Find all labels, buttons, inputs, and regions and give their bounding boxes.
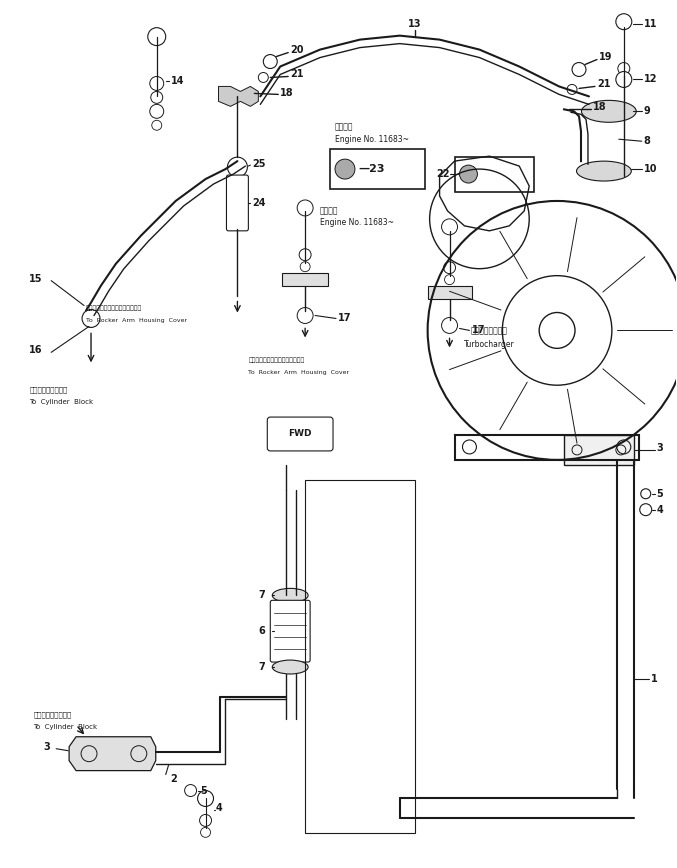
Text: ターボチャージャ: ターボチャージャ bbox=[471, 326, 508, 335]
Bar bbox=[564, 435, 634, 465]
Text: 13: 13 bbox=[408, 19, 422, 29]
Text: 7: 7 bbox=[259, 662, 265, 672]
Text: 4: 4 bbox=[215, 804, 222, 813]
Text: 24: 24 bbox=[253, 198, 266, 208]
Text: 21: 21 bbox=[597, 80, 611, 89]
Circle shape bbox=[297, 200, 313, 216]
Circle shape bbox=[151, 91, 162, 103]
Circle shape bbox=[300, 262, 310, 272]
Text: 15: 15 bbox=[29, 273, 43, 284]
Text: ロッカアームハウジングカバーへ: ロッカアームハウジングカバーへ bbox=[86, 306, 142, 312]
Text: 16: 16 bbox=[29, 345, 43, 355]
Text: 適用号機: 適用号機 bbox=[320, 207, 338, 215]
Circle shape bbox=[150, 76, 164, 90]
Text: 3: 3 bbox=[43, 742, 50, 752]
Circle shape bbox=[259, 73, 268, 82]
Text: 12: 12 bbox=[644, 75, 657, 84]
Text: 18: 18 bbox=[593, 102, 607, 112]
Circle shape bbox=[200, 814, 211, 826]
Circle shape bbox=[263, 55, 278, 69]
FancyBboxPatch shape bbox=[227, 175, 248, 231]
Text: 4: 4 bbox=[657, 504, 663, 515]
Text: 17: 17 bbox=[471, 326, 485, 335]
Text: To  Rocker  Arm  Housing  Cover: To Rocker Arm Housing Cover bbox=[86, 318, 187, 323]
Circle shape bbox=[572, 62, 586, 76]
Ellipse shape bbox=[577, 161, 631, 181]
Ellipse shape bbox=[272, 660, 308, 674]
Circle shape bbox=[297, 307, 313, 324]
Circle shape bbox=[640, 489, 651, 499]
Text: To  Rocker  Arm  Housing  Cover: To Rocker Arm Housing Cover bbox=[248, 370, 349, 375]
Text: 10: 10 bbox=[644, 164, 657, 174]
Text: 22: 22 bbox=[437, 169, 450, 179]
Text: 9: 9 bbox=[644, 106, 651, 116]
Circle shape bbox=[616, 14, 632, 30]
Text: Engine No. 11683~: Engine No. 11683~ bbox=[320, 219, 394, 227]
Circle shape bbox=[335, 159, 355, 179]
Circle shape bbox=[618, 62, 630, 75]
Ellipse shape bbox=[582, 101, 636, 122]
Text: 適用号機: 適用号機 bbox=[335, 122, 353, 132]
Circle shape bbox=[82, 310, 100, 327]
Text: 17: 17 bbox=[338, 313, 351, 324]
Polygon shape bbox=[282, 273, 328, 286]
Circle shape bbox=[200, 827, 211, 838]
Text: FWD: FWD bbox=[288, 430, 312, 438]
Text: 18: 18 bbox=[280, 89, 294, 98]
Circle shape bbox=[460, 165, 477, 183]
Circle shape bbox=[227, 157, 247, 177]
Circle shape bbox=[441, 318, 458, 333]
Text: 14: 14 bbox=[171, 76, 184, 87]
Text: 7: 7 bbox=[259, 590, 265, 601]
Circle shape bbox=[152, 121, 162, 130]
Text: Engine No. 11683~: Engine No. 11683~ bbox=[335, 135, 409, 144]
Ellipse shape bbox=[272, 589, 308, 602]
Text: 2: 2 bbox=[171, 773, 177, 784]
Circle shape bbox=[299, 249, 311, 260]
Text: シリンダブロックへ: シリンダブロックへ bbox=[29, 387, 68, 393]
Circle shape bbox=[198, 791, 213, 806]
Circle shape bbox=[616, 71, 632, 88]
Text: シリンダブロックへ: シリンダブロックへ bbox=[33, 712, 72, 718]
Text: 21: 21 bbox=[290, 69, 304, 80]
Circle shape bbox=[443, 262, 456, 273]
Circle shape bbox=[185, 785, 196, 797]
Text: 19: 19 bbox=[599, 51, 613, 62]
Text: 3: 3 bbox=[657, 443, 663, 453]
Circle shape bbox=[445, 274, 454, 285]
Circle shape bbox=[441, 219, 458, 235]
Text: 20: 20 bbox=[290, 44, 304, 55]
Bar bbox=[330, 149, 424, 189]
Text: 11: 11 bbox=[644, 19, 657, 29]
Text: 6: 6 bbox=[259, 626, 265, 636]
Text: —23: —23 bbox=[358, 164, 385, 174]
Polygon shape bbox=[428, 286, 473, 299]
Polygon shape bbox=[219, 87, 259, 107]
FancyBboxPatch shape bbox=[270, 601, 310, 662]
Bar bbox=[454, 157, 534, 192]
Text: 5: 5 bbox=[200, 786, 207, 796]
Text: 1: 1 bbox=[651, 674, 657, 684]
Circle shape bbox=[567, 84, 577, 95]
Polygon shape bbox=[69, 737, 156, 771]
Circle shape bbox=[148, 28, 166, 46]
Text: ロッカアームハウジングカバーへ: ロッカアームハウジングカバーへ bbox=[248, 358, 305, 363]
Text: 8: 8 bbox=[644, 136, 651, 146]
FancyBboxPatch shape bbox=[267, 417, 333, 451]
Circle shape bbox=[150, 104, 164, 118]
Text: 5: 5 bbox=[657, 489, 663, 499]
Circle shape bbox=[640, 503, 652, 516]
Text: Turbocharger: Turbocharger bbox=[464, 340, 515, 349]
Text: 25: 25 bbox=[253, 159, 266, 169]
Text: To  Cylinder  Block: To Cylinder Block bbox=[29, 399, 93, 405]
Text: To  Cylinder  Block: To Cylinder Block bbox=[33, 724, 97, 730]
